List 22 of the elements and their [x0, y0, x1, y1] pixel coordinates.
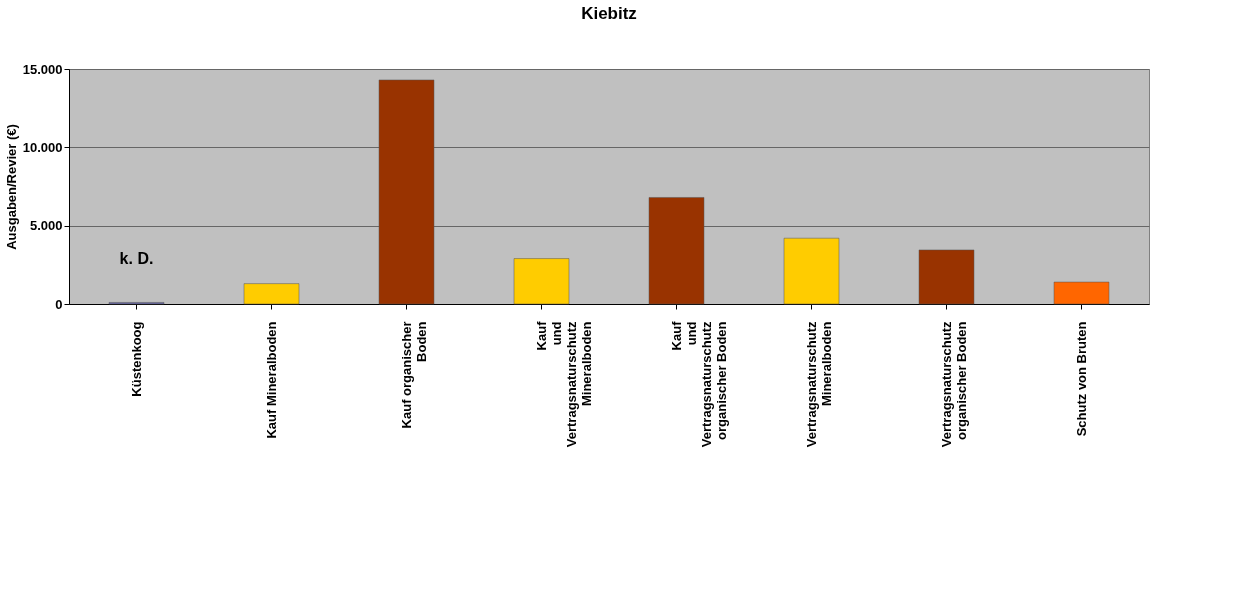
x-tick-label: Küstenkoog	[128, 321, 144, 397]
bar	[783, 237, 840, 305]
x-tick-label: Vertragsnaturschutz Mineralboden	[803, 321, 834, 448]
x-tick-label: Vertragsnaturschutz organischer Boden	[938, 321, 969, 448]
y-tick-label: 10.000	[22, 139, 63, 155]
annotation: k. D.	[119, 250, 154, 267]
chart-title: Kiebitz	[581, 4, 637, 23]
x-tick-label: Kauf organischer Boden	[398, 321, 429, 429]
bar	[1053, 281, 1110, 305]
bar	[243, 283, 300, 305]
x-tick-label: Kauf und Vertragsnaturschutz organischer Boden	[668, 320, 729, 448]
y-tick-label: 0	[55, 296, 63, 312]
x-tick-label: Kauf Mineralboden	[263, 321, 279, 439]
bar	[513, 258, 570, 305]
y-tick-label: 15.000	[22, 61, 63, 77]
y-axis-title: Ausgaben/Revier (€)	[3, 124, 19, 250]
x-tick-label: Schutz von Bruten	[1073, 321, 1089, 437]
bar	[648, 197, 705, 305]
bar	[918, 249, 975, 305]
x-tick-label: Kauf und Vertragsnaturschutz Mineralboden	[533, 320, 594, 448]
bar	[378, 79, 435, 305]
y-tick-label: 5.000	[29, 218, 63, 234]
